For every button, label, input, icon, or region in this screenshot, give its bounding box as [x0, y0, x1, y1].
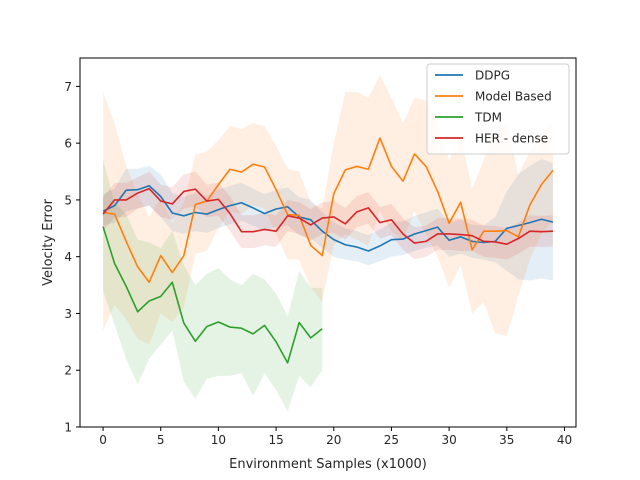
y-tick-label: 6	[64, 137, 72, 151]
legend-label: TDM	[474, 111, 502, 125]
x-tick-label: 0	[99, 433, 107, 447]
x-axis-label: Environment Samples (x1000)	[229, 457, 427, 472]
series-line-model-based	[102, 137, 554, 284]
x-axis: 0 5 10 15 20 25 30 35 40	[99, 427, 572, 447]
x-tick-label: 30	[441, 433, 456, 447]
y-tick-label: 4	[64, 250, 72, 264]
y-axis: 1 2 3 4 5 6 7	[64, 80, 80, 435]
series-line-her-dense	[102, 187, 553, 245]
series-lines	[102, 137, 554, 364]
y-axis-label: Velocity Error	[41, 198, 56, 285]
legend-label: Model Based	[475, 90, 552, 104]
x-tick-label: 10	[211, 433, 226, 447]
x-tick-label: 5	[157, 433, 165, 447]
y-tick-label: 7	[64, 80, 72, 94]
legend-box	[426, 63, 570, 155]
y-tick-label: 3	[64, 307, 72, 321]
y-tick-label: 5	[64, 193, 72, 207]
x-tick-label: 35	[499, 433, 514, 447]
band-her-dense	[103, 171, 553, 260]
plot-frame	[79, 57, 577, 428]
y-tick-label: 1	[64, 421, 72, 435]
legend-label: HER - dense	[475, 132, 548, 146]
band-ddpg	[103, 159, 553, 281]
legend-label: DDPG	[475, 69, 510, 83]
legend: DDPG Model Based TDM HER - dense	[426, 63, 570, 155]
x-tick-label: 15	[268, 433, 283, 447]
x-tick-label: 20	[326, 433, 341, 447]
x-tick-label: 40	[557, 433, 572, 447]
band-tdm	[103, 160, 323, 412]
series-line-tdm	[102, 226, 323, 364]
x-tick-label: 25	[384, 433, 399, 447]
y-tick-label: 2	[64, 364, 72, 378]
